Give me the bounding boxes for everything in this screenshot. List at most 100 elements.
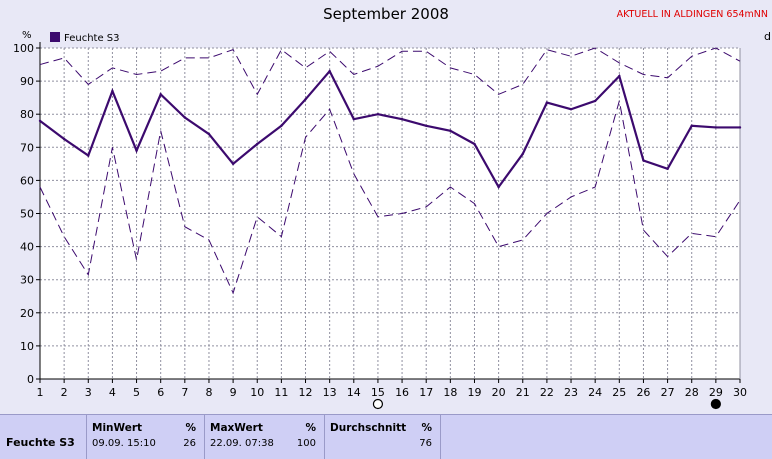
mean-point (352, 117, 355, 121)
moon-markers (372, 398, 721, 410)
x-tick-label: 7 (181, 386, 188, 399)
mean-point (400, 117, 404, 121)
x-tick-label: 8 (205, 386, 212, 399)
chart-axes (36, 42, 741, 383)
summary-panel: Feuchte S3 MinWert % 09.09. 15:10 26 Max… (0, 414, 772, 459)
mean-point (231, 162, 235, 166)
max-unit: % (305, 422, 316, 434)
x-tick-label: 14 (347, 386, 361, 399)
legend-swatch (50, 32, 60, 42)
min-unit: % (185, 422, 196, 434)
summary-avg-cell: Durchschnitt % 76 (324, 415, 441, 459)
x-tick-label: 6 (157, 386, 164, 399)
mean-point (545, 101, 549, 104)
x-tick-label: 10 (250, 386, 264, 399)
mean-point (593, 99, 597, 103)
mean-point (87, 154, 90, 157)
x-tick-label: 18 (443, 386, 457, 399)
mean-point (111, 89, 114, 93)
x-tick-label: 9 (230, 386, 237, 399)
mean-point (38, 119, 42, 123)
x-tick-label: 5 (133, 386, 140, 399)
mean-point (256, 142, 259, 146)
y-tick-labels: 0 10 20 30 40 50 60 70 80 90 100 (13, 42, 34, 386)
max-value: 100 (296, 438, 316, 449)
x-tick-label: 1 (37, 386, 44, 399)
x-tick-label: 25 (612, 386, 626, 399)
x-tick-label: 26 (636, 386, 650, 399)
min-timestamp: 09.09. 15:10 (92, 438, 156, 449)
series-max-line (39, 47, 741, 96)
max-timestamp: 22.09. 07:38 (210, 438, 274, 449)
x-tick-labels: 1 2 3 4 5 6 7 8 9 10 11 12 13 14 15 16 17 18 19 20 21 22 23 24 2… (37, 386, 748, 399)
summary-series-name: Feuchte S3 (6, 436, 75, 449)
x-tick-label: 19 (467, 386, 481, 399)
avg-unit: % (421, 422, 432, 434)
series-min-line (39, 100, 741, 295)
max-header: MaxWert (210, 422, 263, 434)
mean-point (62, 137, 66, 141)
y-tick-label: 40 (20, 241, 34, 254)
y-tick-label: 100 (13, 42, 34, 55)
min-value: 26 (183, 438, 196, 449)
x-tick-label: 27 (661, 386, 675, 399)
legend: Feuchte S3 (50, 32, 120, 44)
mean-point (497, 185, 500, 189)
x-tick-label: 17 (419, 386, 433, 399)
x-tick-label: 3 (85, 386, 92, 399)
mean-point (183, 116, 187, 119)
x-tick-label: 30 (733, 386, 747, 399)
y-tick-label: 30 (20, 274, 34, 287)
y-tick-label: 20 (20, 307, 34, 320)
chart-series (38, 47, 742, 295)
mean-point (521, 152, 524, 156)
mean-point (328, 69, 331, 73)
avg-header: Durchschnitt (330, 422, 407, 434)
chart-title: September 2008 (323, 5, 449, 23)
new-moon-icon (710, 398, 721, 410)
y-tick-label: 70 (20, 141, 34, 154)
y-tick-label: 0 (27, 373, 34, 386)
right-edge-label: d (764, 30, 771, 43)
x-tick-label: 28 (685, 386, 699, 399)
y-tick-label: 60 (20, 174, 34, 187)
mean-point (618, 74, 621, 78)
x-tick-label: 20 (492, 386, 506, 399)
mean-point (738, 126, 742, 129)
mean-point (159, 93, 162, 96)
min-header: MinWert (92, 422, 143, 434)
y-tick-label: 90 (20, 75, 34, 88)
y-tick-label: 50 (20, 208, 34, 221)
mean-point (473, 142, 476, 146)
mean-point (642, 159, 645, 162)
y-tick-label: 80 (20, 108, 34, 121)
chart-grid (39, 47, 741, 380)
summary-max-cell: MaxWert % 22.09. 07:38 100 (204, 415, 325, 459)
mean-point (376, 113, 380, 116)
legend-label: Feuchte S3 (64, 33, 120, 44)
mean-point (207, 132, 211, 136)
location-notice: AKTUELL IN ALDINGEN 654mNN (616, 9, 768, 20)
y-tick-label: 10 (20, 340, 34, 353)
y-axis-label: % (22, 30, 32, 41)
mean-point (569, 108, 573, 111)
mean-point (714, 126, 718, 129)
series-mean-line (39, 69, 740, 190)
full-moon-icon (372, 398, 384, 410)
x-tick-label: 29 (709, 386, 723, 399)
avg-value: 76 (419, 438, 432, 449)
mean-point (304, 98, 307, 101)
mean-point (135, 149, 138, 152)
mean-point (425, 124, 428, 127)
x-tick-label: 16 (395, 386, 409, 399)
summary-series-cell: Feuchte S3 (0, 415, 87, 459)
x-tick-label: 23 (564, 386, 578, 399)
mean-point (690, 124, 693, 127)
x-tick-label: 4 (109, 386, 116, 399)
x-tick-label: 22 (540, 386, 554, 399)
mean-point (449, 129, 452, 132)
x-tick-label: 11 (274, 386, 288, 399)
x-tick-label: 2 (61, 386, 68, 399)
x-tick-label: 21 (516, 386, 530, 399)
mean-point (280, 124, 283, 127)
